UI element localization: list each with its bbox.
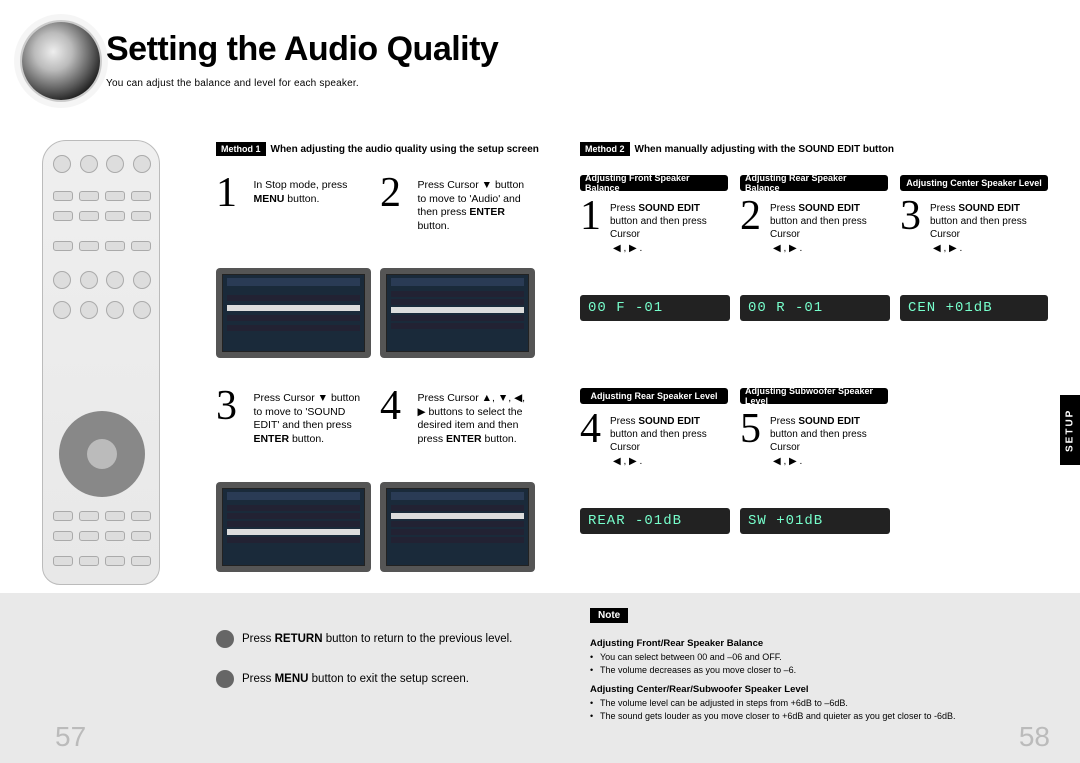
method2-tag: Method 2	[580, 142, 630, 156]
rstep-3: 3Press SOUND EDIT button and then press …	[900, 198, 1048, 254]
step-3: 3 Press Cursor ▼ button to move to 'SOUN…	[216, 388, 371, 447]
pill-sub-level: Adjusting Subwoofer Speaker Level	[740, 388, 888, 404]
display-sub: SW +01dB	[740, 508, 890, 534]
tv-screenshot	[380, 482, 535, 572]
rstep-2: 2Press SOUND EDIT button and then press …	[740, 198, 888, 254]
pill-front-balance: Adjusting Front Speaker Balance	[580, 175, 728, 191]
stepnum: 1	[216, 175, 249, 213]
tv-screenshot	[216, 268, 371, 358]
stepnum: 3	[216, 388, 249, 426]
step-2: 2 Press Cursor ▼ button to move to 'Audi…	[380, 175, 535, 234]
method2-text: When manually adjusting with the SOUND E…	[635, 144, 894, 155]
method1-tag: Method 1	[216, 142, 266, 156]
note-tag: Note	[590, 608, 628, 623]
side-tab-setup: SETUP	[1060, 395, 1080, 465]
step-text: Press Cursor ▼ button to move to 'Audio'…	[417, 175, 532, 234]
display-rear: 00 R -01	[740, 295, 890, 321]
pill-rear-balance: Adjusting Rear Speaker Balance	[740, 175, 888, 191]
page-subtitle: You can adjust the balance and level for…	[106, 78, 359, 89]
tv-screenshot	[380, 268, 535, 358]
footer-notes: Adjusting Front/Rear Speaker Balance You…	[590, 631, 1040, 723]
method1-text: When adjusting the audio quality using t…	[271, 144, 539, 155]
stepnum: 2	[380, 175, 413, 213]
footer-return: Press RETURN button to return to the pre…	[216, 628, 512, 650]
stepnum: 4	[380, 388, 413, 426]
page-number-right: 58	[1019, 721, 1050, 753]
step-4: 4 Press Cursor ▲, ▼, ◀, ▶ buttons to sel…	[380, 388, 535, 447]
rstep-4: 4Press SOUND EDIT button and then press …	[580, 411, 728, 467]
step-text: Press Cursor ▼ button to move to 'SOUND …	[253, 388, 368, 447]
step-text: Press Cursor ▲, ▼, ◀, ▶ buttons to selec…	[417, 388, 532, 447]
tv-screenshot	[216, 482, 371, 572]
pill-rear-level: Adjusting Rear Speaker Level	[580, 388, 728, 404]
method1-header: Method 1 When adjusting the audio qualit…	[216, 140, 539, 158]
speaker-icon	[22, 22, 100, 100]
step-text: In Stop mode, press MENU button.	[253, 175, 368, 206]
display-rear-lvl: REAR -01dB	[580, 508, 730, 534]
display-front: 00 F -01	[580, 295, 730, 321]
pill-center-level: Adjusting Center Speaker Level	[900, 175, 1048, 191]
footer-menu: Press MENU button to exit the setup scre…	[216, 668, 469, 690]
rstep-1: 1Press SOUND EDIT button and then press …	[580, 198, 728, 254]
step-1: 1 In Stop mode, press MENU button.	[216, 175, 371, 213]
remote-illustration	[42, 140, 160, 585]
page-title: Setting the Audio Quality	[106, 30, 498, 69]
page-number-left: 57	[55, 721, 86, 753]
method2-header: Method 2 When manually adjusting with th…	[580, 140, 894, 158]
rstep-5: 5Press SOUND EDIT button and then press …	[740, 411, 888, 467]
display-center: CEN +01dB	[900, 295, 1048, 321]
footer: Press RETURN button to return to the pre…	[0, 593, 1080, 763]
manual-page: Setting the Audio Quality You can adjust…	[0, 0, 1080, 763]
